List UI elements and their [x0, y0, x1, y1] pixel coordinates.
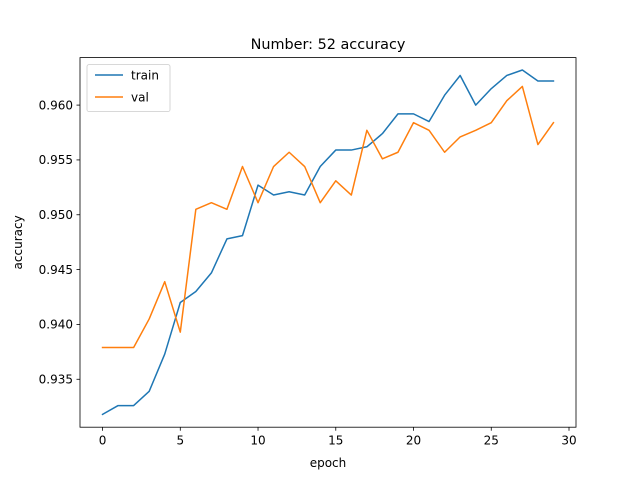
- plot-frame: [79, 57, 577, 428]
- y-axis: 0.935 0.940 0.945 0.950 0.955 0.960: [39, 98, 80, 386]
- y-tick-label: 0.940: [39, 318, 73, 332]
- x-tick-label: 0: [99, 434, 107, 448]
- x-tick-label: 25: [484, 434, 499, 448]
- legend-val-label: val: [131, 91, 149, 105]
- plot-lines: [101, 69, 555, 416]
- x-tick-label: 5: [176, 434, 184, 448]
- y-tick-label: 0.960: [39, 98, 73, 112]
- x-tick-label: 15: [328, 434, 343, 448]
- x-axis: 0 5 10 15 20 25 30: [99, 427, 577, 448]
- legend-box: [86, 64, 171, 112]
- y-axis-label: accuracy: [11, 215, 25, 269]
- x-tick-label: 30: [561, 434, 576, 448]
- legend-train-label: train: [131, 69, 159, 83]
- y-tick-label: 0.955: [39, 153, 73, 167]
- x-tick-label: 20: [406, 434, 421, 448]
- legend: train val: [86, 64, 171, 112]
- x-axis-label: epoch: [310, 456, 347, 470]
- y-tick-label: 0.935: [39, 372, 73, 386]
- series-line-train: [101, 69, 555, 416]
- x-tick-label: 10: [250, 434, 265, 448]
- chart-title: Number: 52 accuracy: [251, 37, 406, 53]
- y-tick-label: 0.950: [39, 208, 73, 222]
- series-line-val: [101, 85, 555, 349]
- y-tick-label: 0.945: [39, 263, 73, 277]
